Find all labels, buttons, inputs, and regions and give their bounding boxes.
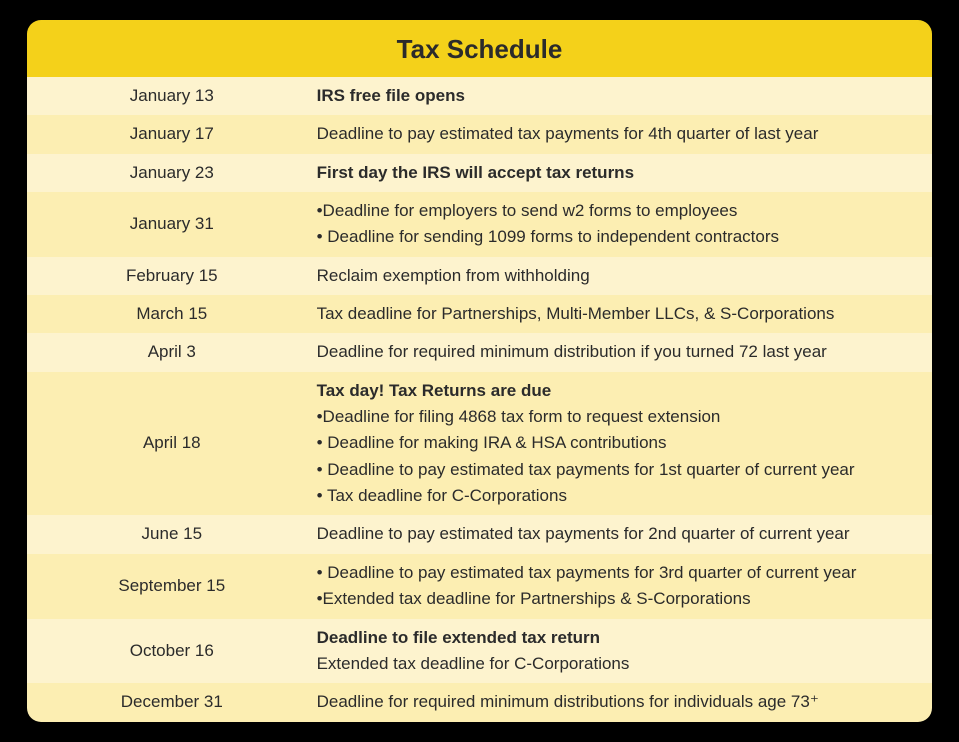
table-row: January 31•Deadline for employers to sen…: [27, 192, 932, 257]
description-line: • Deadline to pay estimated tax payments…: [317, 457, 924, 483]
description-cell: Reclaim exemption from withholding: [317, 257, 932, 295]
table-row: June 15Deadline to pay estimated tax pay…: [27, 515, 932, 553]
description-cell: First day the IRS will accept tax return…: [317, 154, 932, 192]
date-cell: April 3: [27, 333, 317, 371]
date-cell: January 17: [27, 115, 317, 153]
date-cell: January 23: [27, 154, 317, 192]
description-line: • Deadline for sending 1099 forms to ind…: [317, 224, 924, 250]
description-line: Deadline for required minimum distributi…: [317, 339, 924, 365]
table-row: January 17Deadline to pay estimated tax …: [27, 115, 932, 153]
date-cell: January 31: [27, 192, 317, 257]
description-line: Tax deadline for Partnerships, Multi-Mem…: [317, 301, 924, 327]
description-line: •Deadline for filing 4868 tax form to re…: [317, 404, 924, 430]
card-title: Tax Schedule: [27, 20, 932, 77]
description-line: Extended tax deadline for C-Corporations: [317, 651, 924, 677]
description-cell: IRS free file opens: [317, 77, 932, 115]
table-row: January 23First day the IRS will accept …: [27, 154, 932, 192]
date-cell: February 15: [27, 257, 317, 295]
table-row: March 15Tax deadline for Partnerships, M…: [27, 295, 932, 333]
tax-schedule-card: Tax Schedule January 13IRS free file ope…: [27, 20, 932, 722]
date-cell: January 13: [27, 77, 317, 115]
description-line: • Tax deadline for C-Corporations: [317, 483, 924, 509]
date-cell: October 16: [27, 619, 317, 684]
description-line: First day the IRS will accept tax return…: [317, 160, 924, 186]
description-cell: Deadline to pay estimated tax payments f…: [317, 115, 932, 153]
description-cell: Deadline to pay estimated tax payments f…: [317, 515, 932, 553]
description-line: Tax day! Tax Returns are due: [317, 378, 924, 404]
table-row: April 3Deadline for required minimum dis…: [27, 333, 932, 371]
date-cell: March 15: [27, 295, 317, 333]
table-row: October 16Deadline to file extended tax …: [27, 619, 932, 684]
description-cell: Tax day! Tax Returns are due•Deadline fo…: [317, 372, 932, 516]
description-line: •Extended tax deadline for Partnerships …: [317, 586, 924, 612]
description-cell: •Deadline for employers to send w2 forms…: [317, 192, 932, 257]
description-line: Deadline to pay estimated tax payments f…: [317, 121, 924, 147]
date-cell: December 31: [27, 683, 317, 721]
table-row: February 15Reclaim exemption from withho…: [27, 257, 932, 295]
table-row: January 13IRS free file opens: [27, 77, 932, 115]
table-row: December 31Deadline for required minimum…: [27, 683, 932, 721]
description-line: • Deadline for making IRA & HSA contribu…: [317, 430, 924, 456]
description-cell: Deadline for required minimum distributi…: [317, 333, 932, 371]
description-line: Reclaim exemption from withholding: [317, 263, 924, 289]
description-line: IRS free file opens: [317, 83, 924, 109]
description-line: Deadline to file extended tax return: [317, 625, 924, 651]
description-line: Deadline for required minimum distributi…: [317, 689, 924, 715]
schedule-table: January 13IRS free file opensJanuary 17D…: [27, 77, 932, 722]
table-row: September 15• Deadline to pay estimated …: [27, 554, 932, 619]
table-row: April 18Tax day! Tax Returns are due•Dea…: [27, 372, 932, 516]
description-cell: • Deadline to pay estimated tax payments…: [317, 554, 932, 619]
description-cell: Deadline to file extended tax returnExte…: [317, 619, 932, 684]
description-line: • Deadline to pay estimated tax payments…: [317, 560, 924, 586]
description-line: •Deadline for employers to send w2 forms…: [317, 198, 924, 224]
date-cell: September 15: [27, 554, 317, 619]
description-line: Deadline to pay estimated tax payments f…: [317, 521, 924, 547]
date-cell: June 15: [27, 515, 317, 553]
description-cell: Tax deadline for Partnerships, Multi-Mem…: [317, 295, 932, 333]
description-cell: Deadline for required minimum distributi…: [317, 683, 932, 721]
date-cell: April 18: [27, 372, 317, 516]
